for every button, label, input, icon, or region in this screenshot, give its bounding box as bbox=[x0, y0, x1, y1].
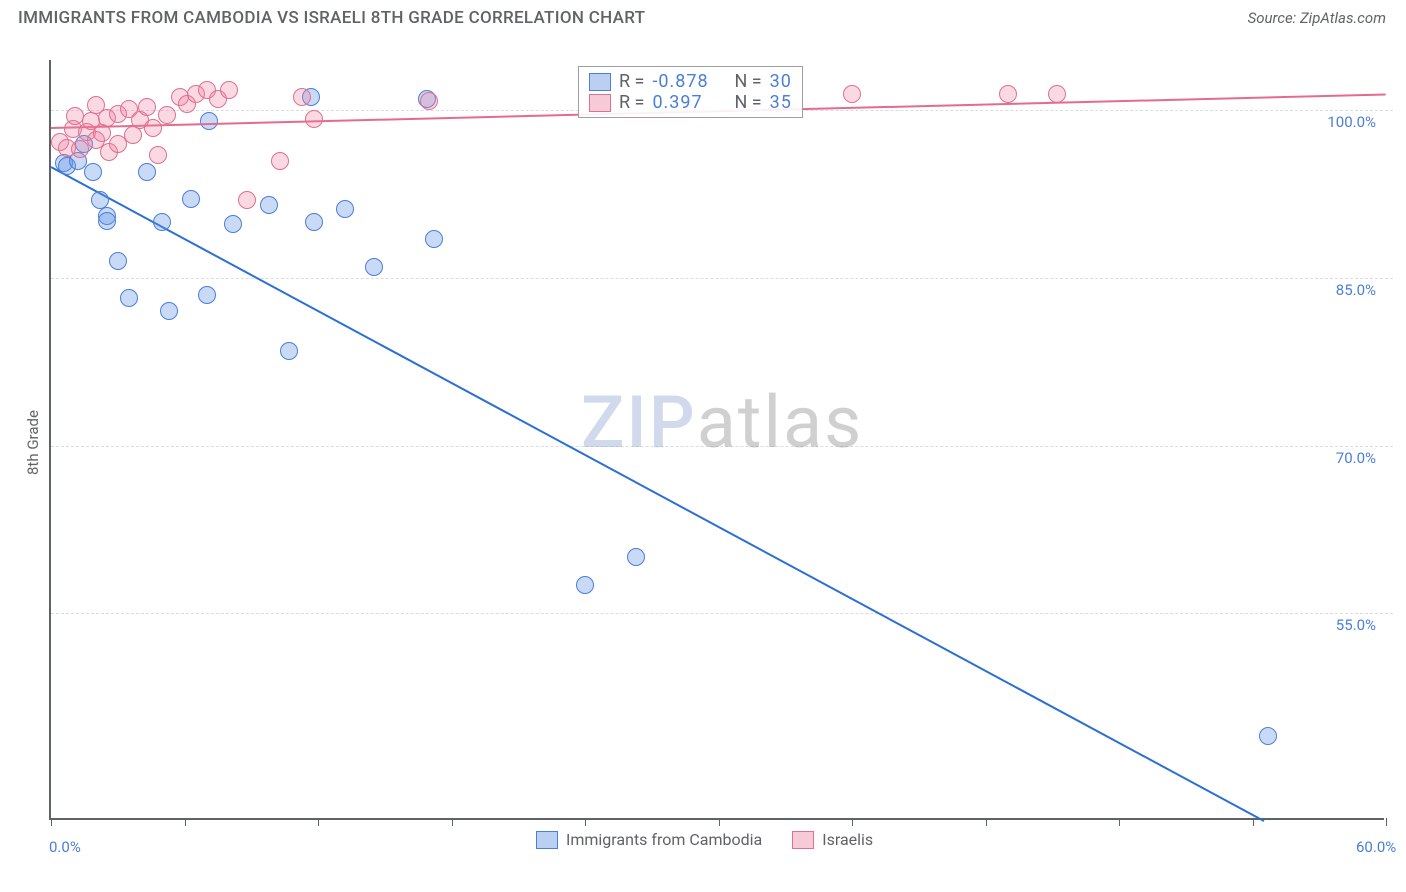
data-point bbox=[224, 215, 242, 233]
legend-item: Immigrants from Cambodia bbox=[536, 830, 762, 849]
data-point bbox=[182, 190, 200, 208]
stats-row: R = -0.878 N = 30 bbox=[589, 71, 792, 92]
data-point bbox=[238, 191, 256, 209]
legend-swatch bbox=[536, 831, 558, 849]
x-tick bbox=[51, 818, 52, 826]
stat-n-label: N = bbox=[734, 71, 761, 92]
y-axis-label: 8th Grade bbox=[24, 410, 42, 475]
data-point bbox=[138, 163, 156, 181]
data-point bbox=[1259, 727, 1277, 745]
data-point bbox=[138, 98, 156, 116]
scatter-plot: 100.0%85.0%70.0%55.0%0.0%60.0%ZIPatlasR … bbox=[49, 60, 1384, 820]
data-point bbox=[198, 286, 216, 304]
data-point bbox=[109, 252, 127, 270]
data-point bbox=[305, 110, 323, 128]
data-point bbox=[149, 146, 167, 164]
data-point bbox=[305, 213, 323, 231]
stat-r-label: R = bbox=[619, 71, 644, 92]
header: IMMIGRANTS FROM CAMBODIA VS ISRAELI 8TH … bbox=[0, 0, 1406, 36]
data-point bbox=[336, 200, 354, 218]
x-tick bbox=[318, 818, 319, 826]
watermark: ZIPatlas bbox=[581, 380, 863, 465]
data-point bbox=[200, 112, 218, 130]
y-tick-label: 85.0% bbox=[1306, 281, 1376, 299]
data-point bbox=[220, 81, 238, 99]
data-point bbox=[999, 85, 1017, 103]
x-tick bbox=[1386, 818, 1387, 826]
legend-label: Immigrants from Cambodia bbox=[566, 830, 762, 849]
stat-r-value: 0.397 bbox=[652, 92, 726, 113]
y-tick-label: 100.0% bbox=[1306, 113, 1376, 131]
gridline bbox=[51, 278, 1393, 279]
y-tick-label: 55.0% bbox=[1306, 616, 1376, 634]
data-point bbox=[420, 92, 438, 110]
stat-r-value: -0.878 bbox=[652, 71, 726, 92]
gridline bbox=[51, 446, 1393, 447]
data-point bbox=[260, 196, 278, 214]
x-tick-label: 60.0% bbox=[1356, 838, 1396, 856]
chart-title: IMMIGRANTS FROM CAMBODIA VS ISRAELI 8TH … bbox=[18, 8, 645, 28]
data-point bbox=[1048, 85, 1066, 103]
y-tick-label: 70.0% bbox=[1306, 449, 1376, 467]
data-point bbox=[843, 85, 861, 103]
x-tick bbox=[1253, 818, 1254, 826]
data-point bbox=[84, 163, 102, 181]
data-point bbox=[280, 342, 298, 360]
legend-item: Israelis bbox=[792, 830, 873, 849]
stats-row: R = 0.397 N = 35 bbox=[589, 92, 792, 113]
x-tick-label: 0.0% bbox=[49, 838, 81, 856]
legend-label: Israelis bbox=[822, 830, 873, 849]
data-point bbox=[91, 191, 109, 209]
x-tick bbox=[1119, 818, 1120, 826]
x-tick bbox=[719, 818, 720, 826]
data-point bbox=[153, 213, 171, 231]
stat-r-label: R = bbox=[619, 92, 644, 113]
stat-n-label: N = bbox=[734, 92, 761, 113]
data-point bbox=[627, 548, 645, 566]
legend-swatch bbox=[792, 831, 814, 849]
data-point bbox=[271, 152, 289, 170]
stats-box: R = -0.878 N = 30 R = 0.397 N = 35 bbox=[578, 66, 803, 118]
data-point bbox=[158, 106, 176, 124]
x-tick bbox=[852, 818, 853, 826]
data-point bbox=[98, 212, 116, 230]
legend-swatch bbox=[589, 94, 611, 112]
data-point bbox=[365, 258, 383, 276]
bottom-legend: Immigrants from Cambodia Israelis bbox=[536, 830, 873, 849]
data-point bbox=[425, 230, 443, 248]
source-attribution: Source: ZipAtlas.com bbox=[1248, 9, 1386, 27]
x-tick bbox=[585, 818, 586, 826]
data-point bbox=[293, 88, 311, 106]
trend-line bbox=[51, 166, 1265, 822]
data-point bbox=[120, 289, 138, 307]
data-point bbox=[160, 302, 178, 320]
data-point bbox=[576, 576, 594, 594]
data-point bbox=[144, 119, 162, 137]
stat-n-value: 30 bbox=[770, 71, 792, 92]
stat-n-value: 35 bbox=[770, 92, 792, 113]
legend-swatch bbox=[589, 73, 611, 91]
x-tick bbox=[185, 818, 186, 826]
gridline bbox=[51, 613, 1393, 614]
x-tick bbox=[986, 818, 987, 826]
x-tick bbox=[452, 818, 453, 826]
